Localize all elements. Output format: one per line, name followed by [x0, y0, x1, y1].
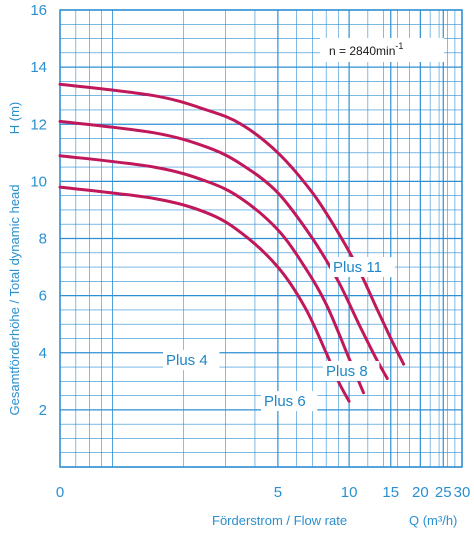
curve-plus-6 [58, 154, 365, 395]
label-bg-plus-6 [261, 391, 318, 411]
y-tick-label: 14 [30, 59, 47, 76]
y-tick-label: 8 [39, 231, 47, 248]
y-tick-label: 6 [39, 288, 47, 305]
series-label-plus-8: Plus 8 [326, 363, 368, 380]
series-curves [58, 82, 406, 403]
tick-labels: 0 5 10 15 20 25 30 2 4 6 8 10 12 14 16 [30, 2, 470, 501]
y-axis-title: Gesamtförderhöhe / Total dynamic head [7, 184, 22, 415]
x-tick-label: 15 [382, 484, 399, 501]
x-tick-label: 5 [274, 484, 282, 501]
y-tick-label: 2 [39, 402, 47, 419]
x-tick-label: 25 [435, 484, 452, 501]
x-tick-label: 0 [56, 484, 64, 501]
speed-annotation: n = 2840min-1 [329, 41, 403, 58]
label-bg-plus-11 [330, 257, 395, 277]
x-axis-unit: Q (m³/h) [409, 513, 457, 528]
annotation-box [320, 38, 444, 62]
speed-annotation-exponent: -1 [395, 41, 403, 51]
x-axis-title: Förderstrom / Flow rate [212, 513, 347, 528]
y-tick-label: 12 [30, 116, 47, 133]
y-tick-label: 16 [30, 2, 47, 19]
y-tick-label: 4 [39, 345, 47, 362]
x-tick-label: 20 [412, 484, 429, 501]
series-label-plus-4: Plus 4 [166, 352, 208, 369]
label-bg-plus-8 [323, 361, 380, 381]
series-label-plus-6: Plus 6 [264, 393, 306, 410]
x-tick-label: 30 [454, 484, 471, 501]
y-tick-label: 10 [30, 173, 47, 190]
curve-plus-11 [58, 82, 406, 366]
plot-frame [59, 9, 463, 468]
series-label-plus-11: Plus 11 [333, 259, 382, 276]
curve-plus-8 [58, 119, 389, 380]
x-tick-label: 10 [341, 484, 358, 501]
label-bg-plus-4 [163, 350, 220, 370]
grid [59, 9, 463, 468]
speed-annotation-text: n = 2840min [329, 44, 395, 58]
series-labels: Plus 4 Plus 6 Plus 8 Plus 11 [163, 257, 395, 411]
y-axis-unit: H (m) [7, 102, 22, 135]
